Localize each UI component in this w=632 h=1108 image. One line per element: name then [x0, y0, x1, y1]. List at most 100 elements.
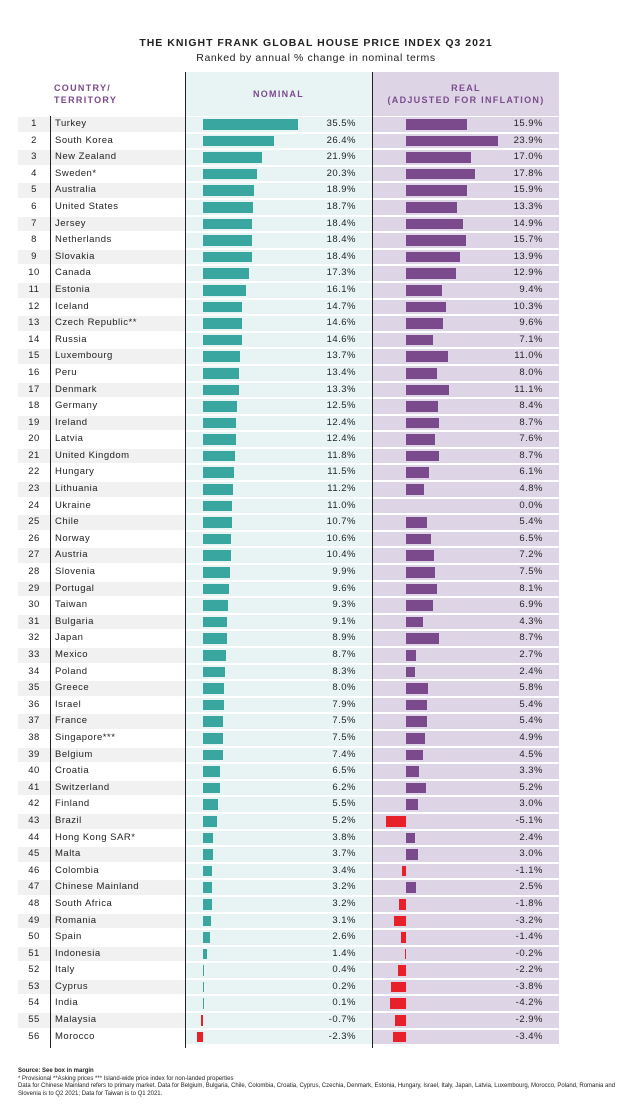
rank: 23: [18, 482, 50, 497]
nominal-bar: [203, 865, 213, 877]
real-cell: 6.9%: [373, 598, 559, 613]
nominal-cell: 11.2%: [185, 482, 372, 497]
country-name: Chile: [50, 515, 185, 530]
country-name: Morocco: [55, 1030, 95, 1042]
nominal-bar: [201, 1015, 203, 1026]
real-bar: [406, 251, 460, 263]
real-value: 8.7%: [519, 632, 543, 644]
rank: 4: [31, 167, 37, 179]
real-value: 8.4%: [519, 400, 543, 412]
real-value: 6.5%: [519, 532, 543, 544]
rank: 1: [18, 117, 50, 132]
rank: 19: [18, 415, 50, 431]
real-value: -1.8%: [515, 897, 543, 909]
real-bar: [406, 185, 468, 196]
nominal-bar: [203, 749, 223, 761]
rank: 47: [18, 880, 50, 895]
real-value: 11.0%: [514, 350, 543, 362]
real-value: -3.8%: [515, 980, 543, 992]
real-value: 6.9%: [519, 599, 543, 611]
real-cell: 13.9%: [373, 249, 559, 265]
nominal-bar: [203, 284, 247, 296]
real-cell: 10.3%: [373, 299, 559, 315]
rank: 51: [18, 946, 50, 962]
real-bar: [406, 201, 458, 213]
nominal-bar: [203, 915, 212, 927]
real-bar: [406, 550, 434, 562]
rank: 25: [18, 515, 50, 530]
country-name: Norway: [55, 532, 91, 544]
country-name: South Korea: [55, 134, 114, 146]
country-name: Peru: [55, 366, 78, 378]
real-cell: 3.3%: [373, 764, 559, 779]
nominal-value: 8.9%: [332, 632, 356, 644]
real-cell: 4.3%: [373, 614, 559, 630]
nominal-cell: 18.4%: [185, 249, 372, 265]
real-bar: [406, 882, 416, 893]
real-cell: 5.4%: [373, 697, 559, 713]
real-bar: [406, 650, 417, 661]
real-value: 2.7%: [519, 649, 543, 660]
real-cell: -5.1%: [373, 813, 559, 829]
nominal-value: 10.7%: [326, 516, 356, 528]
real-bar: [392, 1031, 406, 1043]
nominal-value: -2.3%: [328, 1030, 356, 1042]
country-name: Turkey: [50, 117, 185, 132]
real-value: 17.0%: [513, 151, 543, 163]
country-name: Ukraine: [55, 499, 92, 511]
nominal-cell: -2.3%: [185, 1029, 372, 1045]
country-name: Russia: [55, 333, 88, 345]
country-name: Italy: [55, 964, 75, 976]
nominal-cell: 9.6%: [185, 581, 372, 597]
real-value: 10.3%: [513, 300, 543, 312]
nominal-bar: [203, 550, 231, 562]
real-value: 17.8%: [513, 167, 543, 179]
real-bar: [406, 484, 425, 495]
rank-divider: [50, 116, 51, 1048]
rank: 22: [28, 466, 40, 478]
data-note: Data for Chinese Mainland refers to prim…: [18, 1083, 616, 1097]
real-cell: -0.2%: [373, 946, 559, 962]
nominal-value: 7.9%: [332, 698, 356, 710]
real-cell: 7.6%: [373, 432, 559, 447]
rank: 24: [28, 499, 40, 511]
nominal-value: 3.1%: [332, 914, 356, 926]
nominal-header: NOMINAL: [185, 72, 372, 116]
rank: 21: [18, 448, 50, 464]
country-name: Romania: [50, 913, 185, 929]
nominal-value: 35.5%: [326, 118, 356, 129]
nominal-divider: [185, 72, 186, 1048]
country-name: Mexico: [50, 648, 185, 663]
real-value: 4.3%: [519, 615, 543, 627]
country-name: Hong Kong SAR*: [55, 831, 136, 843]
real-cell: -2.2%: [373, 963, 559, 978]
real-bar: [406, 152, 472, 163]
real-value: 4.9%: [519, 731, 543, 743]
nominal-value: 11.5%: [327, 466, 356, 478]
real-value: 11.1%: [514, 383, 543, 395]
country-name: Belgium: [50, 747, 185, 763]
nominal-value: 11.2%: [327, 483, 356, 495]
real-value: 9.4%: [519, 283, 543, 295]
real-bar: [406, 849, 418, 860]
nominal-cell: 35.5%: [185, 117, 372, 132]
real-bar: [406, 567, 435, 578]
real-bar: [401, 865, 406, 877]
real-bar: [397, 965, 406, 976]
country-name: Indonesia: [50, 946, 185, 962]
real-value: 7.5%: [519, 566, 543, 578]
nominal-value: 6.2%: [332, 781, 356, 793]
real-cell: -1.1%: [373, 863, 559, 879]
real-bar: [406, 384, 449, 396]
country-name: Australia: [50, 183, 185, 198]
nominal-cell: 10.4%: [185, 548, 372, 564]
nominal-bar: [203, 981, 204, 993]
nominal-cell: 8.9%: [185, 631, 372, 646]
nominal-cell: 0.4%: [185, 963, 372, 978]
real-bar: [406, 367, 437, 379]
country-name: Czech Republic**: [50, 316, 185, 331]
real-cell: 8.7%: [373, 631, 559, 646]
real-bar: [406, 168, 475, 180]
country-name: Luxembourg: [50, 349, 185, 364]
real-bar: [406, 732, 425, 744]
